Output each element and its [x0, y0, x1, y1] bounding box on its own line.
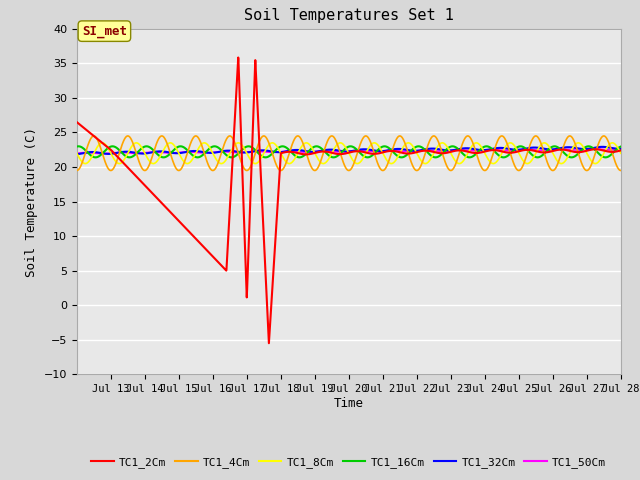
X-axis label: Time: Time — [334, 397, 364, 410]
Y-axis label: Soil Temperature (C): Soil Temperature (C) — [25, 127, 38, 276]
Title: Soil Temperatures Set 1: Soil Temperatures Set 1 — [244, 9, 454, 24]
Legend: TC1_2Cm, TC1_4Cm, TC1_8Cm, TC1_16Cm, TC1_32Cm, TC1_50Cm: TC1_2Cm, TC1_4Cm, TC1_8Cm, TC1_16Cm, TC1… — [87, 453, 611, 472]
Text: SI_met: SI_met — [82, 24, 127, 37]
